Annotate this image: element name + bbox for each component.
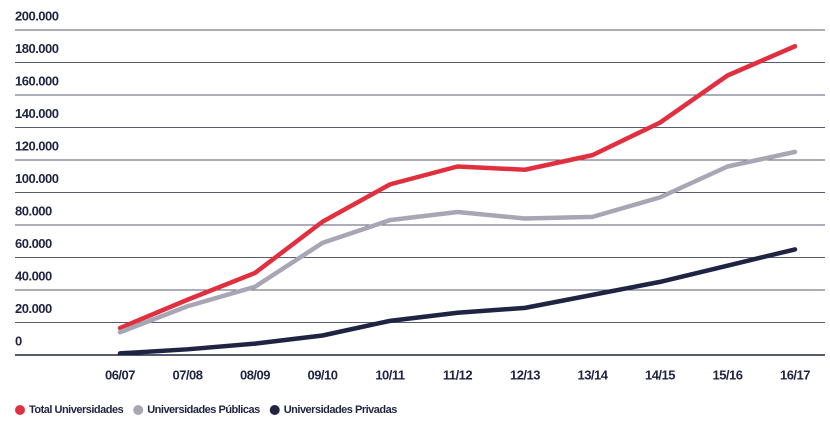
legend-label: Universidades Privadas [284,404,398,416]
legend-swatch [133,405,144,415]
y-tick-label: 200.000 [15,8,59,23]
y-tick-label: 120.000 [15,138,59,153]
y-tick-label: 140.000 [15,106,59,121]
legend-swatch [269,405,280,415]
x-tick-label: 15/16 [712,367,742,382]
x-tick-label: 08/09 [240,367,270,382]
x-tick-label: 10/11 [375,367,405,382]
series-line [117,149,798,335]
x-tick-label: 06/07 [105,367,135,382]
legend-label: Universidades Públicas [147,404,260,416]
x-tick-label: 11/12 [443,367,473,382]
x-tick-label: 13/14 [577,367,608,382]
y-tick-label: 40.000 [15,268,52,283]
y-tick-label: 20.000 [15,301,52,316]
y-tick-label: 160.000 [15,73,59,88]
x-tick-label: 09/10 [307,367,337,382]
y-tick-label: 180.000 [15,41,59,56]
legend-swatch [15,405,25,415]
y-tick-label: 100.000 [15,171,59,186]
y-tick-label: 0 [15,333,22,348]
series-line [117,247,798,356]
series-line [117,44,798,331]
y-tick-label: 80.000 [15,203,52,218]
y-tick-label: 60.000 [15,236,52,251]
x-tick-label: 12/13 [510,367,540,382]
x-tick-label: 16/17 [780,367,810,382]
legend-label: Total Universidades [29,404,124,416]
x-tick-label: 07/08 [172,367,202,382]
x-tick-label: 14/15 [645,367,675,382]
